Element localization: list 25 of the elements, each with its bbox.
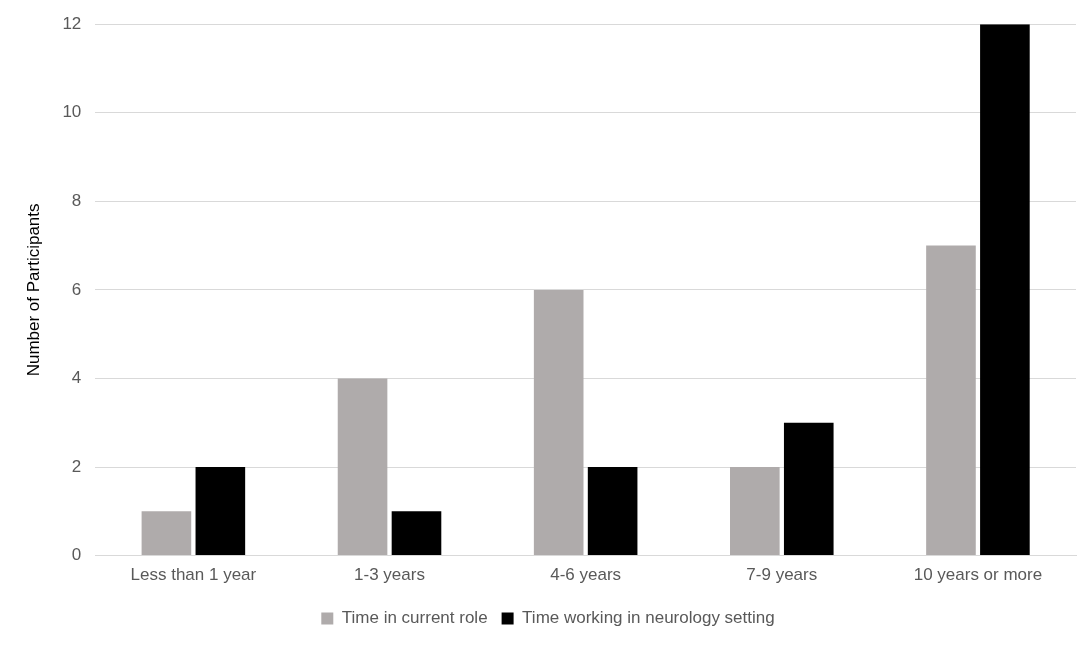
y-axis-title: Number of Participants (23, 203, 43, 377)
y-tick-label: 4 (71, 368, 82, 388)
bar (337, 378, 388, 556)
bar (926, 245, 976, 556)
y-tick-label: 12 (62, 13, 82, 33)
x-tick-label: Less than 1 year (130, 565, 257, 585)
bar (195, 467, 246, 556)
y-tick-label: 6 (71, 279, 82, 299)
bar (980, 24, 1030, 556)
x-tick-label: 7-9 years (746, 565, 818, 585)
y-tick-label: 2 (71, 456, 82, 476)
x-tick-label: 4-6 years (550, 565, 622, 585)
bar (730, 467, 780, 556)
bar (783, 422, 834, 556)
bar (533, 289, 584, 556)
legend-label: Time working in neurology setting (522, 608, 775, 628)
y-tick-label: 10 (62, 102, 82, 122)
x-tick-label: 10 years or more (913, 565, 1043, 585)
y-tick-label: 8 (71, 191, 82, 211)
y-tick-label: 0 (71, 545, 82, 565)
legend-label: Time in current role (341, 608, 488, 628)
bar (587, 467, 638, 556)
bar (141, 511, 192, 556)
bar (391, 511, 442, 556)
x-tick-label: 1-3 years (354, 565, 425, 585)
